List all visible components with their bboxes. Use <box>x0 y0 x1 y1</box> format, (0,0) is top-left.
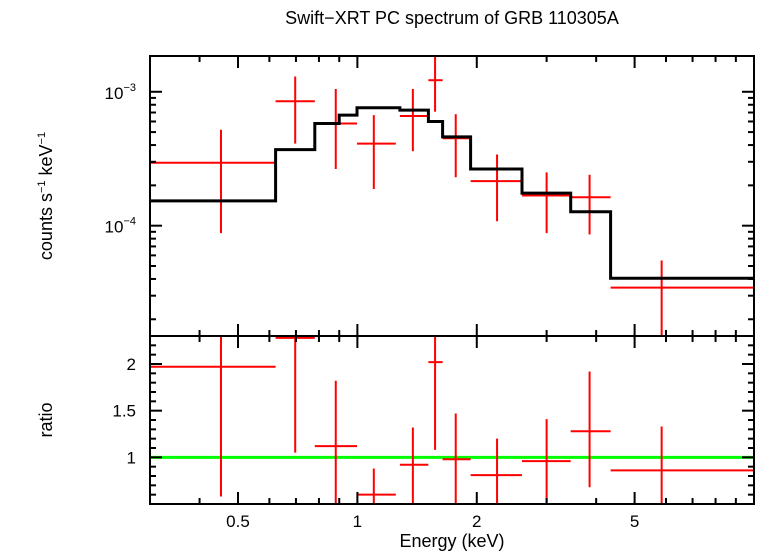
ratio-data-point <box>470 438 522 504</box>
ratio-data-point <box>428 336 443 450</box>
ratio-y-tick-label: 1.5 <box>112 402 136 421</box>
x-tick-label: 5 <box>630 512 639 531</box>
ratio-data-point <box>357 468 396 504</box>
ratio-y-axis-label: ratio <box>36 402 56 437</box>
chart-title: Swift−XRT PC spectrum of GRB 110305A <box>285 8 619 28</box>
spectrum-data-layer <box>150 56 754 336</box>
spectrum-data-point <box>357 115 396 189</box>
spectrum-y-tick-label: 10−3 <box>105 82 136 103</box>
spectrum-model-layer <box>150 106 754 280</box>
spectrum-y-tick-label: 10−4 <box>105 216 136 237</box>
ratio-y-tick-label: 1 <box>127 448 136 467</box>
ratio-data-point <box>610 426 754 504</box>
spectrum-data-point <box>150 129 276 234</box>
spectrum-data-point <box>470 154 522 222</box>
x-tick-label: 1 <box>353 512 362 531</box>
x-tick-label: 0.5 <box>226 512 250 531</box>
spectrum-y-axis-label: counts s−1 keV−1 <box>36 132 56 260</box>
ratio-data-point <box>442 413 471 504</box>
spectrum-data-point <box>610 260 754 336</box>
spectrum-data-point <box>428 56 443 112</box>
spectrum-data-point <box>570 174 611 235</box>
x-tick-labels: 0.5 1 2 5 <box>226 512 639 531</box>
ratio-data-layer <box>150 336 754 504</box>
ratio-axes-frame <box>149 335 755 505</box>
ratio-data-point <box>150 336 276 497</box>
ratio-data-point <box>521 419 571 504</box>
x-tick-label: 2 <box>472 512 481 531</box>
spectrum-model-line <box>150 106 754 280</box>
spectrum-y-tick-labels: 10−3 10−4 <box>105 82 136 237</box>
spectrum-data-point <box>275 76 315 144</box>
ratio-data-point <box>570 371 611 488</box>
ratio-data-point <box>314 380 358 504</box>
x-axis-label: Energy (keV) <box>399 531 504 551</box>
spectrum-panel: 10−3 10−4 counts s−1 keV−1 <box>36 55 755 337</box>
spectrum-data-point <box>521 172 571 234</box>
spectrum-data-point <box>399 88 429 152</box>
ratio-y-tick-label: 2 <box>127 355 136 374</box>
ratio-y-tick-labels: 11.52 <box>112 355 136 467</box>
ratio-data-point <box>399 427 429 504</box>
ratio-panel: 11.52 0.5 1 2 5 ratio Energy (keV) <box>36 335 755 551</box>
